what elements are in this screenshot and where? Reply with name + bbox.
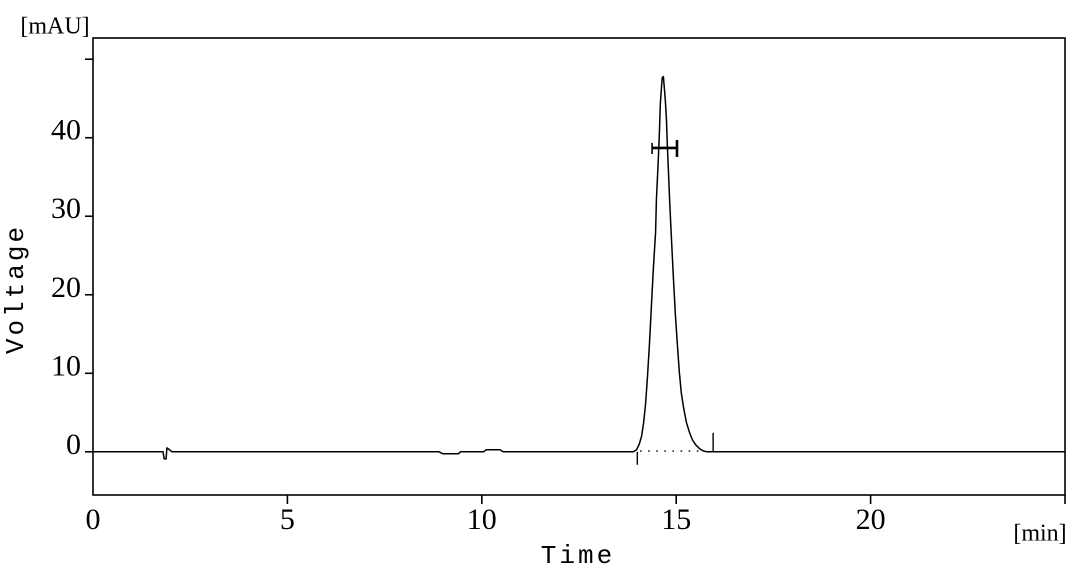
y-tick-label: 0 — [66, 428, 81, 461]
y-tick-label: 20 — [51, 271, 81, 304]
y-tick-label: 40 — [51, 114, 81, 147]
x-tick-label: 10 — [467, 503, 497, 536]
x-axis-unit-label: [min] — [1013, 520, 1067, 547]
plot-border — [92, 37, 1066, 496]
x-tick-label: 5 — [280, 503, 295, 536]
x-tick-label: 0 — [86, 503, 101, 536]
y-axis-title: Voltage — [1, 223, 31, 355]
y-axis-unit-label: [mAU] — [20, 13, 90, 40]
y-tick-label: 10 — [51, 349, 81, 382]
y-tick-label: 30 — [51, 192, 81, 225]
x-tick-label: 15 — [661, 503, 691, 536]
x-axis-title: Time — [540, 541, 616, 571]
chromatogram-trace — [92, 75, 1066, 460]
x-tick-label: 20 — [856, 503, 886, 536]
